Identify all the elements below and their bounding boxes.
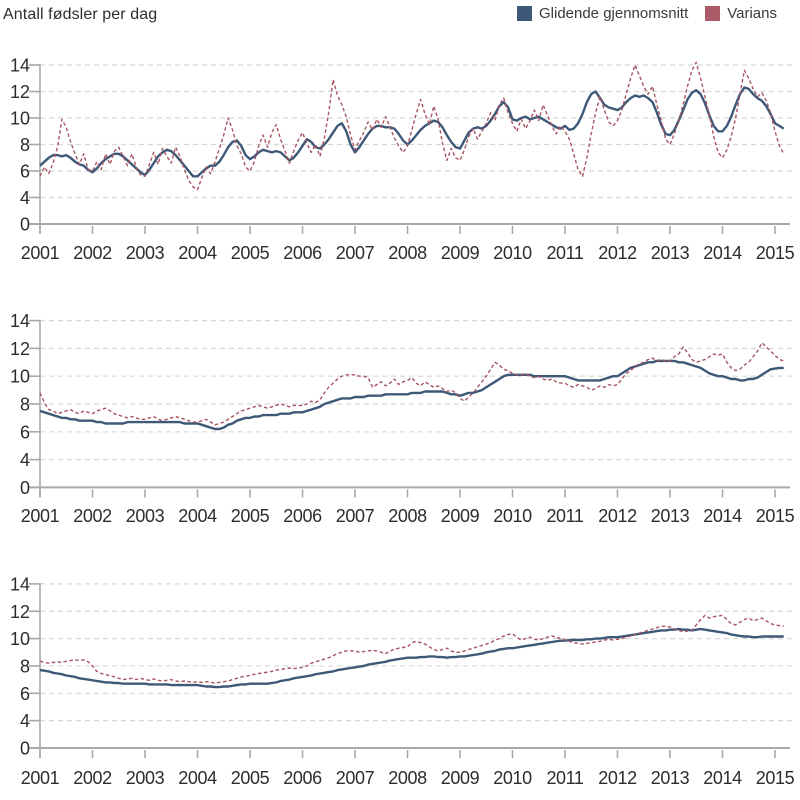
x-tick-label: 2010 <box>493 506 532 526</box>
y-tick-label: 8 <box>20 395 30 415</box>
x-tick-label: 2010 <box>493 768 532 788</box>
x-tick-label: 2012 <box>598 243 637 263</box>
x-tick-label: 2015 <box>756 243 795 263</box>
x-tick-label: 2008 <box>388 243 427 263</box>
legend-label-variance: Varians <box>727 5 777 22</box>
x-tick-label: 2014 <box>703 506 742 526</box>
x-tick-label: 2004 <box>178 243 217 263</box>
y-tick-label: 8 <box>20 656 30 676</box>
y-tick-label: 0 <box>20 215 30 235</box>
x-tick-label: 2002 <box>73 506 112 526</box>
y-tick-label: 10 <box>10 109 30 129</box>
x-tick-label: 2003 <box>126 243 165 263</box>
x-tick-label: 2006 <box>283 243 322 263</box>
x-tick-label: 2001 <box>21 243 60 263</box>
series-line-varians <box>39 614 784 684</box>
x-tick-label: 2009 <box>441 768 480 788</box>
y-tick-label: 10 <box>10 629 30 649</box>
chart-top: 14 12 10 8 6 4 0 2001 2002 2003 2004 2005 2006 2007 20… <box>10 56 795 264</box>
x-tick-label: 2006 <box>283 768 322 788</box>
x-tick-label: 2006 <box>283 506 322 526</box>
y-tick-label: 14 <box>10 56 30 76</box>
y-tick-label: 10 <box>10 367 30 387</box>
x-tick-label: 2010 <box>493 243 532 263</box>
y-tick-label: 8 <box>20 135 30 155</box>
legend-swatch-variance <box>705 6 721 21</box>
y-tick-label: 14 <box>10 574 30 594</box>
x-tick-label: 2013 <box>651 506 690 526</box>
x-tick-label: 2003 <box>126 506 165 526</box>
y-tick-label: 6 <box>20 684 30 704</box>
x-tick-label: 2007 <box>336 506 375 526</box>
y-tick-label: 6 <box>20 422 30 442</box>
x-tick-label: 2007 <box>336 768 375 788</box>
x-tick-label: 2005 <box>231 768 270 788</box>
series-line-glidende-gjennomsnitt <box>39 86 785 178</box>
x-tick-label: 2005 <box>231 506 270 526</box>
y-tick-label: 14 <box>10 311 30 331</box>
x-tick-label: 2008 <box>388 768 427 788</box>
y-tick-label: 4 <box>20 450 30 470</box>
x-tick-label: 2001 <box>21 506 60 526</box>
y-tick-label: 12 <box>10 602 30 622</box>
series-line-glidende-gjennomsnitt <box>39 359 784 431</box>
y-tick-label: 4 <box>20 711 30 731</box>
y-tick-label: 12 <box>10 339 30 359</box>
x-tick-label: 2012 <box>598 506 637 526</box>
x-tick-label: 2009 <box>441 243 480 263</box>
legend: Glidende gjennomsnitt Varians <box>516 5 777 22</box>
y-tick-label: 6 <box>20 162 30 182</box>
x-tick-label: 2014 <box>703 768 742 788</box>
x-tick-label: 2003 <box>126 768 165 788</box>
x-tick-label: 2001 <box>21 768 60 788</box>
x-tick-label: 2013 <box>651 768 690 788</box>
y-tick-label: 4 <box>20 188 30 208</box>
x-tick-label: 2008 <box>388 506 427 526</box>
x-tick-label: 2005 <box>231 243 270 263</box>
x-tick-label: 2002 <box>73 768 112 788</box>
y-tick-label: 12 <box>10 82 30 102</box>
x-tick-label: 2012 <box>598 768 637 788</box>
series-line-varians <box>39 342 784 426</box>
x-tick-label: 2007 <box>336 243 375 263</box>
x-tick-label: 2011 <box>546 768 583 788</box>
y-tick-label: 0 <box>20 739 30 759</box>
x-tick-label: 2015 <box>756 768 795 788</box>
x-tick-label: 2014 <box>703 243 742 263</box>
y-tick-label: 0 <box>20 478 30 498</box>
legend-label-moving-average: Glidende gjennomsnitt <box>538 5 689 22</box>
x-tick-label: 2011 <box>546 243 583 263</box>
x-tick-label: 2015 <box>756 506 795 526</box>
x-tick-label: 2002 <box>73 243 112 263</box>
legend-swatch-moving-average <box>516 6 532 21</box>
x-tick-label: 2004 <box>178 506 217 526</box>
x-tick-label: 2009 <box>441 506 480 526</box>
chart-bottom: 14 12 10 8 6 4 0 2001 2002 2003 2004 2005 2006 2007 20… <box>10 574 795 788</box>
legend-item-variance: Varians <box>705 5 777 22</box>
chart-middle: 14 12 10 8 6 4 0 2001 2002 2003 2004 2005 2006 2007 20… <box>10 311 795 526</box>
series-line-glidende-gjennomsnitt <box>39 627 784 689</box>
x-tick-label: 2004 <box>178 768 217 788</box>
x-tick-label: 2011 <box>546 506 583 526</box>
page-title: Antall fødsler per dag <box>3 6 158 23</box>
legend-item-moving-average: Glidende gjennomsnitt <box>516 5 689 22</box>
x-tick-label: 2013 <box>651 243 690 263</box>
